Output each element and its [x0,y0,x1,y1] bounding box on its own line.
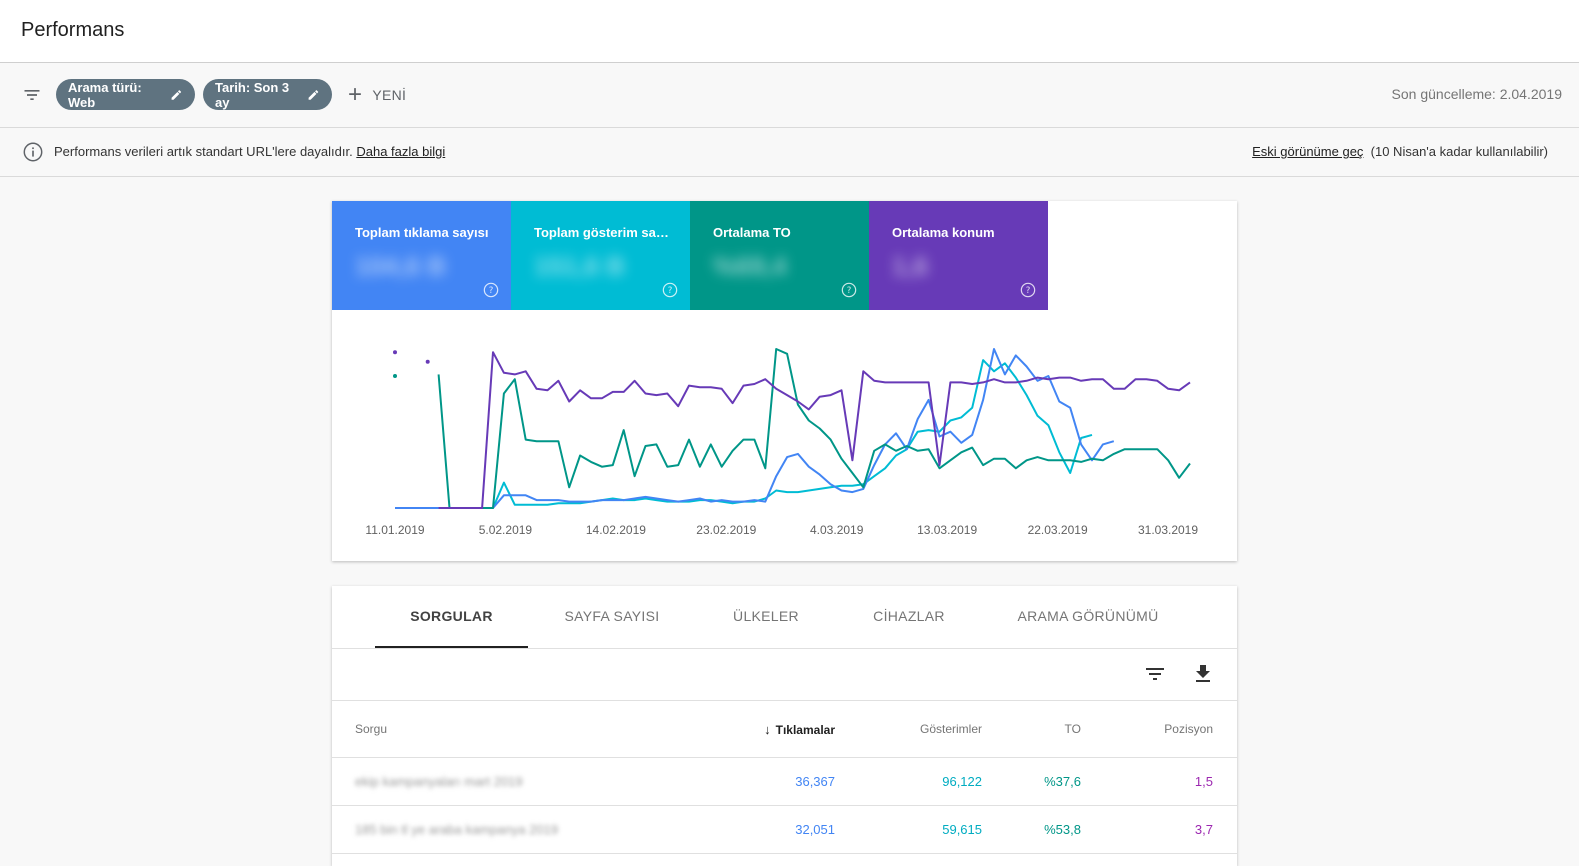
performance-card: Toplam tıklama sayısı 104,6 B ? Toplam g… [332,201,1237,561]
data-table-card: SORGULAR SAYFA SAYISI ÜLKELER CİHAZLAR A… [332,586,1237,866]
x-tick-label: 31.03.2019 [1138,523,1198,537]
metric-value: %69,4 [713,251,787,281]
x-tick-label: 14.02.2019 [586,523,646,537]
x-tick-label: 11.01.2019 [365,523,424,537]
date-range-chip[interactable]: Tarih: Son 3 ay [203,79,332,110]
app-header: Performans [0,0,1579,63]
x-tick-label: 22.03.2019 [1028,523,1088,537]
new-filter-label: YENİ [372,87,407,103]
x-tick-label: 23.02.2019 [696,523,756,537]
clicks-cell: 32,051 [795,822,835,837]
learn-more-link[interactable]: Daha fazla bilgi [356,144,446,159]
x-tick-label: 4.03.2019 [810,523,864,537]
table-filter-icon[interactable] [1143,662,1167,686]
tab-search-appearance[interactable]: ARAMA GÖRÜNÜMÜ [1017,608,1159,624]
metric-total-impressions[interactable]: Toplam gösterim sayısı 151,6 B ? [511,201,690,310]
edit-pencil-icon [171,89,182,100]
position-cell: 3,7 [1194,822,1213,837]
svg-text:?: ? [1026,286,1031,296]
column-header-ctr[interactable]: TO [1064,722,1081,736]
column-header-position[interactable]: Pozisyon [1164,722,1213,736]
column-header-impressions[interactable]: Gösterimler [919,722,982,736]
position-cell: 1,5 [1194,774,1213,789]
metric-total-clicks[interactable]: Toplam tıklama sayısı 104,6 B ? [332,201,511,310]
tab-countries[interactable]: ÜLKELER [733,608,799,624]
old-view-note: (10 Nisan'a kadar kullanılabilir) [1370,144,1548,159]
metric-label: Ortalama konum [892,225,995,240]
series-line-1 [437,348,1191,509]
x-tick-label: 13.03.2019 [917,523,977,537]
series-line-2 [395,348,1115,509]
info-bar: Performans verileri artık standart URL'l… [0,128,1579,177]
svg-text:?: ? [668,286,673,296]
table-row[interactable]: ekip kampanyaları mart 2019 36,367 96,12… [332,758,1237,806]
download-icon[interactable] [1191,662,1215,686]
query-cell: ekip kampanyaları mart 2019 [355,774,523,789]
impressions-cell: 59,615 [942,822,982,837]
metric-average-position[interactable]: Ortalama konum 1,6 ? [869,201,1048,310]
column-header-clicks[interactable]: ↓ Tıklamalar [764,722,835,737]
impressions-cell: 96,122 [942,774,982,789]
help-icon[interactable]: ? [662,282,678,298]
series-line-0 [438,351,1191,509]
tab-devices[interactable]: CİHAZLAR [873,608,945,624]
query-cell: 185 bin tl ye araba kampanya 2019 [355,822,559,837]
dimension-tabs: SORGULAR SAYFA SAYISI ÜLKELER CİHAZLAR A… [332,586,1237,649]
data-point [425,359,430,364]
metric-label: Toplam tıklama sayısı [355,225,489,240]
help-icon[interactable]: ? [841,282,857,298]
metric-value: 151,6 B [534,251,626,281]
table-row[interactable]: 185 bin tl ye araba kampanya 2019 32,051… [332,806,1237,854]
metric-average-ctr[interactable]: Ortalama TO %69,4 ? [690,201,869,310]
plus-icon: + [348,81,363,108]
clicks-cell: 36,367 [795,774,835,789]
search-type-chip[interactable]: Arama türü: Web [56,79,195,110]
info-icon [23,142,43,162]
table-toolbar [332,649,1237,701]
svg-text:?: ? [847,286,852,296]
metric-value: 1,6 [892,251,929,281]
old-view-notice: Eski görünüme geç (10 Nisan'a kadar kull… [1252,144,1548,159]
filter-bar: Arama türü: Web Tarih: Son 3 ay + YENİ S… [0,63,1579,128]
page-title: Performans [21,19,125,41]
tab-pages[interactable]: SAYFA SAYISI [564,608,660,624]
help-icon[interactable]: ? [483,282,499,298]
tab-queries[interactable]: SORGULAR [375,586,528,648]
new-filter-button[interactable]: + YENİ [348,83,406,107]
search-type-chip-label: Arama türü: Web [68,79,142,110]
data-point [393,350,397,355]
column-header-query[interactable]: Sorgu [355,722,388,736]
x-tick-label: 5.02.2019 [479,523,533,537]
info-message-text: Performans verileri artık standart URL'l… [54,144,353,159]
last-updated-text: Son güncelleme: 2.04.2019 [1391,86,1562,102]
ctr-cell: %37,6 [1044,774,1081,789]
metric-value: 104,6 B [355,251,447,281]
table-header: Sorgu ↓ Tıklamalar Gösterimler TO Pozisyo… [332,701,1237,758]
help-icon[interactable]: ? [1020,282,1036,298]
sort-arrow-down-icon: ↓ [764,722,771,737]
column-header-clicks-label: Tıklamalar [775,723,835,737]
metric-label: Toplam gösterim sayısı [534,225,674,240]
old-view-link[interactable]: Eski görünüme geç [1252,144,1364,159]
performance-line-chart: 11.01.2019 5.02.2019 14.02.2019 23.02.2019 4… [365,348,1198,537]
data-point [393,374,397,378]
metric-label: Ortalama TO [713,225,791,240]
svg-text:?: ? [489,286,494,296]
info-message: Performans verileri artık standart URL'l… [54,144,445,159]
filter-icon[interactable] [22,85,42,105]
ctr-cell: %53,8 [1044,822,1081,837]
edit-pencil-icon [308,89,319,100]
date-range-chip-label: Tarih: Son 3 ay [215,79,290,110]
